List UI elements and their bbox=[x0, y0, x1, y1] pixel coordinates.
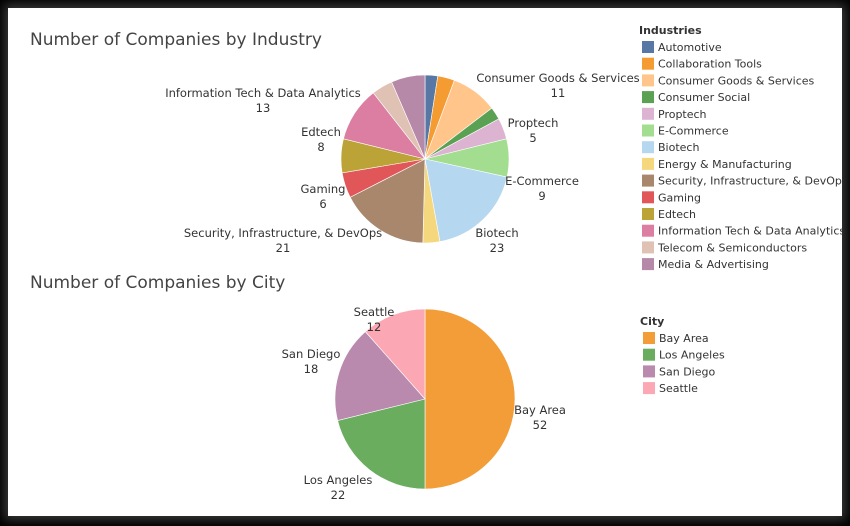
slice-label-san-diego: San Diego bbox=[282, 347, 341, 361]
legend-item-energy-manufacturing[interactable]: Energy & Manufacturing bbox=[642, 157, 792, 171]
legend-swatch bbox=[642, 57, 654, 70]
legend-swatch bbox=[642, 191, 654, 204]
legend-item-collaboration-tools[interactable]: Collaboration Tools bbox=[642, 57, 762, 71]
pie-slice-seattle[interactable] bbox=[364, 308, 426, 400]
legend-swatch bbox=[642, 41, 654, 53]
legend-item-information-tech-data-analytics[interactable]: Information Tech & Data Analytics bbox=[642, 224, 842, 238]
industry-legend-title: Industries bbox=[639, 24, 702, 37]
city-legend-title: City bbox=[640, 315, 664, 328]
slice-label-consumer-goods-services: Consumer Goods & Services bbox=[476, 71, 639, 85]
industry-legend: Industries Automotive Collaboration Tools… bbox=[639, 24, 842, 271]
legend-swatch bbox=[642, 107, 654, 120]
pie-slice-biotech[interactable] bbox=[424, 158, 508, 243]
pie-slice-los-angeles[interactable] bbox=[337, 398, 426, 490]
slice-value-consumer-goods-services: 11 bbox=[551, 86, 566, 100]
legend-item-consumer-social[interactable]: Consumer Social bbox=[642, 91, 750, 104]
slice-label-gaming: Gaming bbox=[301, 182, 346, 196]
legend-item-edtech[interactable]: Edtech bbox=[642, 208, 696, 221]
legend-label: Consumer Goods & Services bbox=[658, 74, 815, 87]
legend-label: Media & Advertising bbox=[658, 258, 769, 271]
slice-value-bay-area: 52 bbox=[533, 418, 548, 432]
legend-item-automotive[interactable]: Automotive bbox=[642, 41, 722, 54]
city-pie bbox=[334, 308, 516, 490]
legend-swatch bbox=[642, 241, 654, 254]
slice-label-biotech: Biotech bbox=[475, 226, 518, 240]
legend-swatch bbox=[642, 91, 654, 104]
legend-label: Seattle bbox=[659, 382, 698, 395]
legend-label: Security, Infrastructure, & DevOps bbox=[658, 175, 842, 188]
legend-swatch bbox=[643, 382, 655, 395]
slice-label-security-infrastructure-devops: Security, Infrastructure, & DevOps bbox=[184, 226, 382, 240]
legend-label: Automotive bbox=[658, 41, 722, 54]
legend-item-telecom-semiconductors[interactable]: Telecom & Semiconductors bbox=[642, 241, 807, 254]
legend-label: Edtech bbox=[658, 208, 696, 221]
legend-item-los-angeles[interactable]: Los Angeles bbox=[643, 348, 725, 362]
legend-label: Gaming bbox=[658, 191, 701, 204]
dashboard-frame: Number of Companies by Industry Consumer… bbox=[8, 8, 842, 516]
legend-swatch bbox=[643, 348, 655, 361]
slice-label-los-angeles: Los Angeles bbox=[304, 473, 373, 487]
pie-slice-media-advertising[interactable] bbox=[391, 74, 426, 160]
legend-label: Information Tech & Data Analytics bbox=[658, 225, 842, 238]
legend-swatch bbox=[642, 258, 654, 271]
legend-label: San Diego bbox=[659, 365, 715, 378]
legend-swatch bbox=[643, 365, 655, 378]
legend-label: Telecom & Semiconductors bbox=[657, 241, 807, 254]
slice-value-los-angeles: 22 bbox=[331, 488, 346, 502]
legend-item-consumer-goods-services[interactable]: Consumer Goods & Services bbox=[642, 74, 815, 87]
legend-swatch bbox=[642, 208, 654, 220]
slice-value-san-diego: 18 bbox=[304, 362, 319, 376]
slice-label-seattle: Seattle bbox=[354, 305, 395, 319]
legend-item-bay-area[interactable]: Bay Area bbox=[643, 332, 709, 345]
slice-value-information-tech-data-analytics: 13 bbox=[256, 101, 271, 115]
legend-swatch bbox=[642, 157, 654, 170]
legend-label: Bay Area bbox=[659, 332, 709, 345]
industry-pie bbox=[340, 74, 510, 244]
legend-item-security-infrastructure-devops[interactable]: Security, Infrastructure, & DevOps bbox=[642, 174, 842, 188]
pie-slice-security-infrastructure-devops[interactable] bbox=[349, 158, 426, 244]
slice-label-bay-area: Bay Area bbox=[514, 403, 566, 417]
legend-item-e-commerce[interactable]: E-Commerce bbox=[642, 124, 729, 138]
city-chart-title: Number of Companies by City bbox=[30, 273, 285, 293]
slice-label-e-commerce: E-Commerce bbox=[505, 174, 579, 188]
industry-chart-title: Number of Companies by Industry bbox=[30, 30, 322, 50]
slice-label-edtech: Edtech bbox=[301, 125, 341, 139]
legend-item-proptech[interactable]: Proptech bbox=[642, 107, 707, 121]
legend-label: Biotech bbox=[658, 141, 699, 154]
legend-swatch bbox=[643, 332, 655, 344]
legend-label: Los Angeles bbox=[659, 349, 725, 362]
legend-label: E-Commerce bbox=[658, 125, 729, 138]
slice-value-gaming: 6 bbox=[319, 197, 326, 211]
legend-label: Proptech bbox=[658, 108, 707, 121]
legend-swatch bbox=[642, 124, 654, 137]
pie-slice-san-diego[interactable] bbox=[334, 331, 426, 421]
slice-value-proptech: 5 bbox=[529, 131, 536, 145]
legend-item-seattle[interactable]: Seattle bbox=[643, 382, 698, 395]
legend-item-biotech[interactable]: Biotech bbox=[642, 141, 699, 154]
dashboard-canvas: Number of Companies by Industry Consumer… bbox=[30, 24, 842, 502]
legend-swatch bbox=[642, 224, 654, 237]
slice-value-edtech: 8 bbox=[317, 140, 324, 154]
city-legend: City Bay Area Los Angeles San Diego Seattle bbox=[640, 315, 725, 395]
legend-label: Collaboration Tools bbox=[658, 58, 762, 71]
slice-label-information-tech-data-analytics: Information Tech & Data Analytics bbox=[165, 86, 361, 100]
slice-value-seattle: 12 bbox=[367, 320, 382, 334]
slice-value-security-infrastructure-devops: 21 bbox=[276, 241, 291, 255]
legend-item-san-diego[interactable]: San Diego bbox=[643, 365, 715, 378]
legend-swatch bbox=[642, 174, 654, 187]
slice-value-e-commerce: 9 bbox=[538, 189, 545, 203]
legend-item-gaming[interactable]: Gaming bbox=[642, 191, 701, 204]
pie-slice-bay-area[interactable] bbox=[424, 308, 516, 490]
legend-swatch bbox=[642, 74, 654, 87]
legend-label: Consumer Social bbox=[658, 91, 750, 104]
legend-swatch bbox=[642, 141, 654, 154]
slice-label-proptech: Proptech bbox=[508, 116, 559, 130]
legend-item-media-advertising[interactable]: Media & Advertising bbox=[642, 258, 769, 271]
slice-value-biotech: 23 bbox=[490, 241, 505, 255]
legend-label: Energy & Manufacturing bbox=[658, 158, 792, 171]
